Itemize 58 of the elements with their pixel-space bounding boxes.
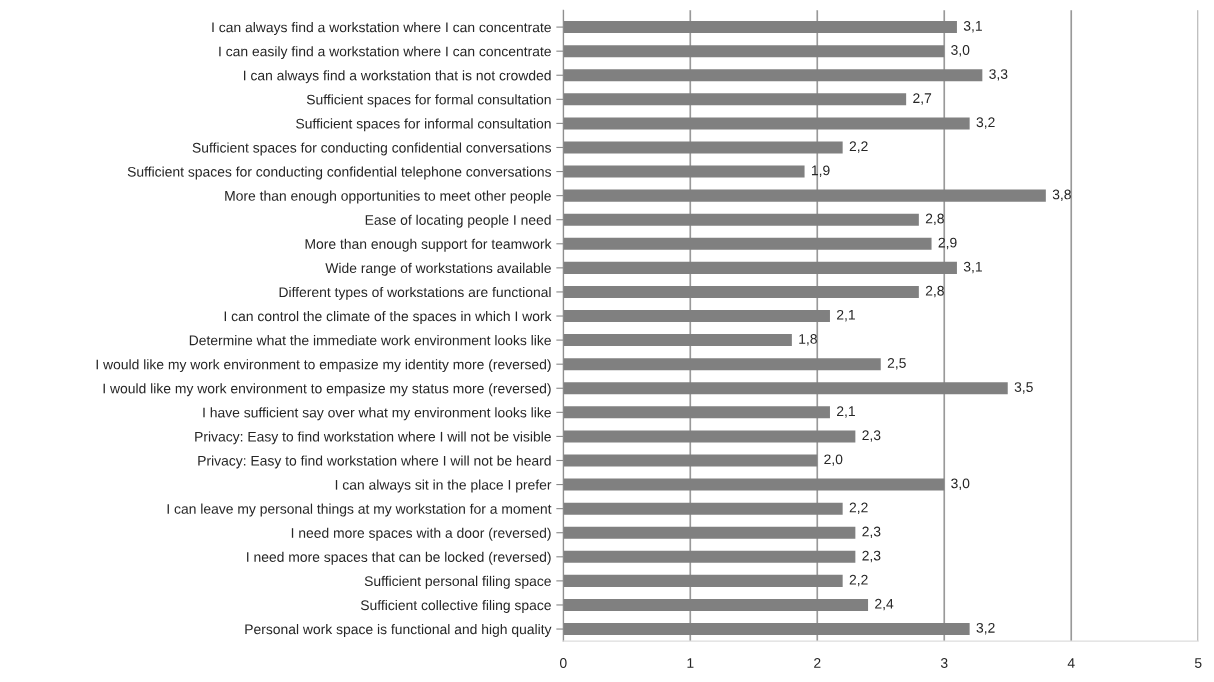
data-label: 3,0: [951, 45, 970, 57]
x-tick-label: 2: [814, 658, 821, 668]
y-tick-label: Determine what the immediate work environment looks like: [189, 335, 551, 346]
data-label: 2,9: [938, 237, 957, 250]
data-label: 2,3: [862, 430, 881, 442]
y-tick-label: Sufficient spaces for formal consultation: [306, 94, 551, 108]
data-label: 3,0: [951, 478, 970, 490]
data-label: 3,8: [1052, 189, 1071, 201]
y-tick-label: Sufficient spaces for conducting confidential telephone conversations: [127, 166, 552, 180]
data-label: 2,1: [837, 406, 855, 418]
x-tick-label: 4: [1067, 658, 1075, 668]
x-tick-label: 5: [1194, 658, 1202, 668]
y-tick-label: Personal work space is functional and high quality: [245, 624, 552, 637]
y-tick-label: I can always find a workstation where I can concentrate: [212, 22, 551, 35]
y-tick-label: Ease of locating people I need: [365, 214, 551, 228]
data-label: 3,2: [976, 622, 995, 635]
y-tick-label: I would like my work environment to empasize my status more (reversed): [103, 383, 551, 397]
y-tick-label: Sufficient spaces for informal consultation: [296, 118, 551, 132]
y-tick-label: I can leave my personal things at my workstation for a moment: [167, 503, 552, 517]
data-label: 1,8: [799, 334, 817, 346]
data-label: 2,3: [862, 550, 881, 563]
data-label: 2,3: [862, 526, 881, 539]
y-tick-label: I can always find a workstation that is not crowded: [243, 70, 551, 84]
y-tick-label: Privacy: Easy to find workstation where I will not be heard: [198, 455, 551, 469]
data-label: 2,4: [875, 598, 894, 611]
y-tick-label: I can easily find a workstation where I can concentrate: [219, 46, 551, 60]
x-tick-label: 1: [687, 658, 694, 668]
x-tick-label: 3: [940, 658, 948, 668]
data-label: 2,5: [887, 358, 906, 370]
data-label: 3,1: [963, 20, 982, 33]
data-label: 3,1: [963, 261, 982, 274]
data-label: 2,1: [837, 309, 855, 322]
y-tick-label: Sufficient personal filing space: [364, 575, 551, 589]
data-label: 2,2: [849, 574, 868, 587]
y-tick-label: I can control the climate of the spaces in which I work: [224, 310, 552, 324]
y-tick-label: I can always sit in the place I prefer: [335, 479, 552, 493]
y-tick-label: Privacy: Easy to find workstation where I will not be visible: [195, 431, 551, 445]
data-label: 2,8: [925, 285, 944, 298]
data-label: 2,0: [824, 454, 843, 466]
y-tick-label: More than enough support for teamwork: [305, 238, 552, 252]
y-tick-label: I have sufficient say over what my environment looks like: [203, 407, 551, 421]
data-label: 2,7: [913, 93, 932, 105]
data-label: 3,5: [1014, 382, 1033, 394]
y-tick-label: Different types of workstations are functional: [279, 286, 551, 300]
y-tick-label: I need more spaces with a door (reversed): [291, 527, 551, 541]
y-tick-label: I would like my work environment to empasize my identity more (reversed): [96, 359, 551, 373]
data-label: 3,2: [976, 117, 995, 129]
data-label: 2,8: [925, 213, 944, 226]
data-label: 2,2: [849, 502, 868, 515]
data-label: 2,2: [849, 141, 868, 153]
data-label: 3,3: [989, 69, 1008, 81]
y-tick-label: Wide range of workstations available: [325, 262, 551, 276]
y-tick-label: Sufficient spaces for conducting confidential conversations: [192, 142, 552, 156]
y-tick-label: I need more spaces that can be locked (reversed): [247, 551, 551, 565]
data-label: 1,9: [811, 165, 830, 177]
x-tick-label: 0: [559, 658, 567, 668]
y-tick-label: More than enough opportunities to meet other people: [225, 190, 551, 204]
y-tick-label: Sufficient collective filing space: [360, 599, 551, 613]
